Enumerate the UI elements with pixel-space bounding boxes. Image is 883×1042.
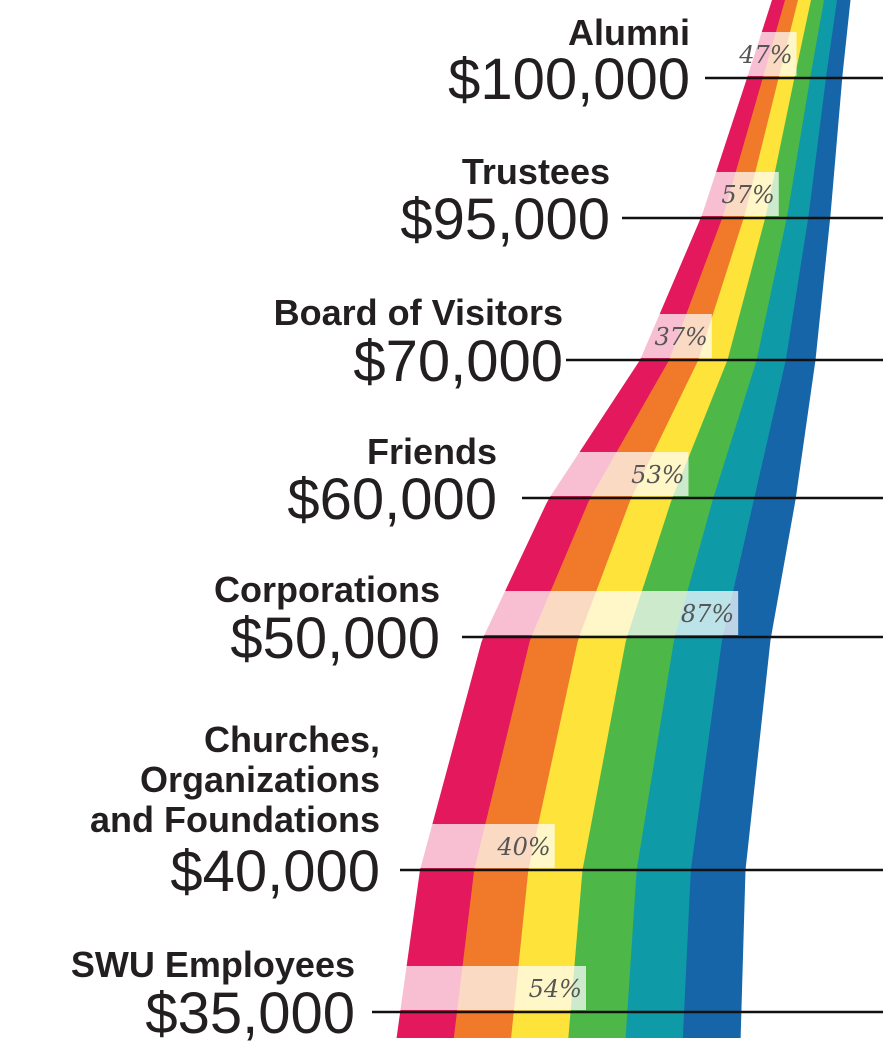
infographic: 47%Alumni$100,00057%Trustees$95,00037%Bo… bbox=[0, 0, 883, 1042]
progress-label: 53% bbox=[631, 461, 684, 489]
group-label: Board of Visitors bbox=[274, 292, 563, 333]
progress-label: 87% bbox=[681, 600, 734, 628]
goal-amount: $70,000 bbox=[353, 329, 563, 394]
progress-label: 37% bbox=[654, 323, 707, 351]
group-label: Churches, bbox=[204, 719, 380, 760]
goal-amount: $35,000 bbox=[145, 981, 355, 1042]
group-label: Friends bbox=[367, 431, 497, 472]
group-label: Trustees bbox=[462, 151, 610, 192]
goal-amount: $50,000 bbox=[230, 606, 440, 671]
goal-amount: $60,000 bbox=[287, 467, 497, 532]
group-label: and Foundations bbox=[90, 799, 380, 840]
progress-label: 57% bbox=[721, 181, 774, 209]
goal-amount: $95,000 bbox=[400, 187, 610, 252]
progress-label: 40% bbox=[496, 833, 550, 861]
progress-label: 47% bbox=[738, 41, 792, 69]
progress-label: 54% bbox=[529, 975, 582, 1003]
group-label: Organizations bbox=[140, 759, 380, 800]
group-label: SWU Employees bbox=[71, 944, 355, 985]
goal-amount: $100,000 bbox=[448, 47, 690, 112]
goal-amount: $40,000 bbox=[170, 839, 380, 904]
group-label: Corporations bbox=[214, 569, 440, 610]
